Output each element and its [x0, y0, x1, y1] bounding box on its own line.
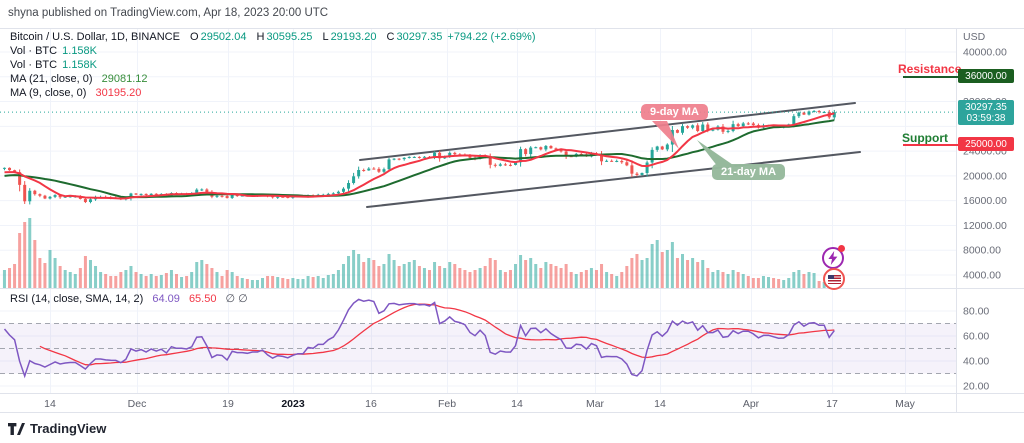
ma21-label: MA (21, close, 0) — [10, 73, 93, 85]
notification-dot — [838, 245, 845, 252]
axis-tick-label: May — [895, 398, 916, 410]
rsi-extra-values: ∅ ∅ — [225, 293, 248, 305]
resistance-label: Resistance — [898, 62, 962, 76]
bar-countdown: 03:59:38 — [966, 112, 1006, 124]
ma21-value: 29081.12 — [101, 73, 148, 85]
support-price-badge: 25000.00 — [958, 137, 1014, 151]
axis-tick-label: 4000.00 — [963, 270, 1001, 282]
rsi-value: 64.09 — [152, 293, 180, 305]
current-price-badge: 30297.35 03:59:38 — [958, 100, 1014, 125]
axis-tick-label: USD — [963, 31, 986, 43]
tradingview-logo-text: TradingView — [30, 421, 107, 436]
ma21-callout-bubble[interactable]: 21-day MA — [712, 164, 786, 180]
axis-tick-label: Apr — [743, 398, 760, 410]
ma9-label: MA (9, close, 0) — [10, 87, 87, 99]
high-value: 30595.25 — [266, 31, 313, 43]
ma9-callout-bubble[interactable]: 9-day MA — [641, 104, 708, 120]
volume-value: 1.158K — [62, 59, 98, 71]
volume-label: Vol · BTC — [10, 59, 58, 71]
chart-canvas[interactable]: USD40000.0032000.0024000.0020000.0016000… — [0, 28, 1024, 413]
axis-tick-label: Dec — [128, 398, 147, 410]
axis-tick-label: 80.00 — [963, 306, 989, 318]
open-label: O — [190, 31, 199, 43]
tradingview-logo-icon — [8, 422, 25, 435]
axis-tick-label: 2023 — [281, 398, 305, 410]
support-label: Support — [902, 131, 948, 145]
axis-tick-label: 20.00 — [963, 381, 989, 393]
us-flag — [827, 274, 841, 284]
axis-tick-label: Mar — [586, 398, 605, 410]
ma9-value: 30195.20 — [95, 87, 142, 99]
ma9-legend-row[interactable]: MA (9, close, 0) 30195.20 — [10, 87, 141, 99]
volume-label: Vol · BTC — [10, 45, 58, 57]
volume-value: 1.158K — [62, 45, 98, 57]
open-value: 29502.04 — [200, 31, 247, 43]
low-label: L — [322, 31, 329, 43]
ma21-legend-row[interactable]: MA (21, close, 0) 29081.12 — [10, 73, 148, 85]
axis-tick-label: 19 — [222, 398, 234, 410]
us-flag-event-icon[interactable] — [823, 268, 845, 290]
axis-tick-label: 40.00 — [963, 356, 989, 368]
axis-tick-label: 14 — [511, 398, 523, 410]
support-line[interactable] — [903, 144, 958, 146]
symbol-title: Bitcoin / U.S. Dollar, 1D, BINANCE — [10, 31, 180, 43]
axis-tick-label: Feb — [438, 398, 456, 410]
axis-tick-label: 17 — [826, 398, 838, 410]
resistance-line[interactable] — [903, 76, 958, 78]
attribution-text: shyna published on TradingView.com, Apr … — [8, 7, 329, 19]
rsi-legend-row[interactable]: RSI (14, close, SMA, 14, 2) 64.09 65.50 … — [10, 292, 248, 305]
axis-tick-label: 14 — [44, 398, 56, 410]
axis-tick-label: 16000.00 — [963, 195, 1007, 207]
axis-tick-label: 40000.00 — [963, 47, 1007, 59]
current-price-value: 30297.35 — [965, 101, 1007, 113]
volume-legend-row-1[interactable]: Vol · BTC 1.158K — [10, 45, 97, 57]
axis-tick-label: 12000.00 — [963, 220, 1007, 232]
rsi-label: RSI (14, close, SMA, 14, 2) — [10, 293, 144, 305]
close-label: C — [386, 31, 395, 43]
tradingview-watermark[interactable]: TradingView — [8, 421, 106, 436]
axis-tick-label: 16 — [365, 398, 377, 410]
lightning-bolt-icon — [828, 251, 838, 265]
axis-tick-label: 20000.00 — [963, 170, 1007, 182]
change-value: +794.22 (+2.69%) — [447, 31, 536, 43]
resistance-price-badge: 36000.00 — [958, 69, 1014, 83]
axis-tick-label: 60.00 — [963, 331, 989, 343]
volume-legend-row-2[interactable]: Vol · BTC 1.158K — [10, 59, 97, 71]
axis-tick-label: 8000.00 — [963, 245, 1001, 257]
symbol-legend-row[interactable]: Bitcoin / U.S. Dollar, 1D, BINANCE O 2950… — [10, 31, 536, 43]
low-value: 29193.20 — [330, 31, 377, 43]
high-label: H — [256, 31, 265, 43]
axis-tick-label: 14 — [654, 398, 666, 410]
rsi-sma-value: 65.50 — [188, 293, 217, 305]
close-value: 30297.35 — [396, 31, 443, 43]
